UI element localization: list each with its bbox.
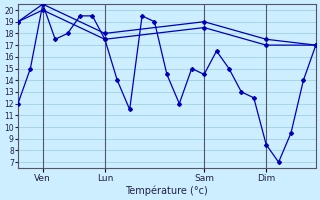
X-axis label: Température (°c): Température (°c) xyxy=(125,185,208,196)
